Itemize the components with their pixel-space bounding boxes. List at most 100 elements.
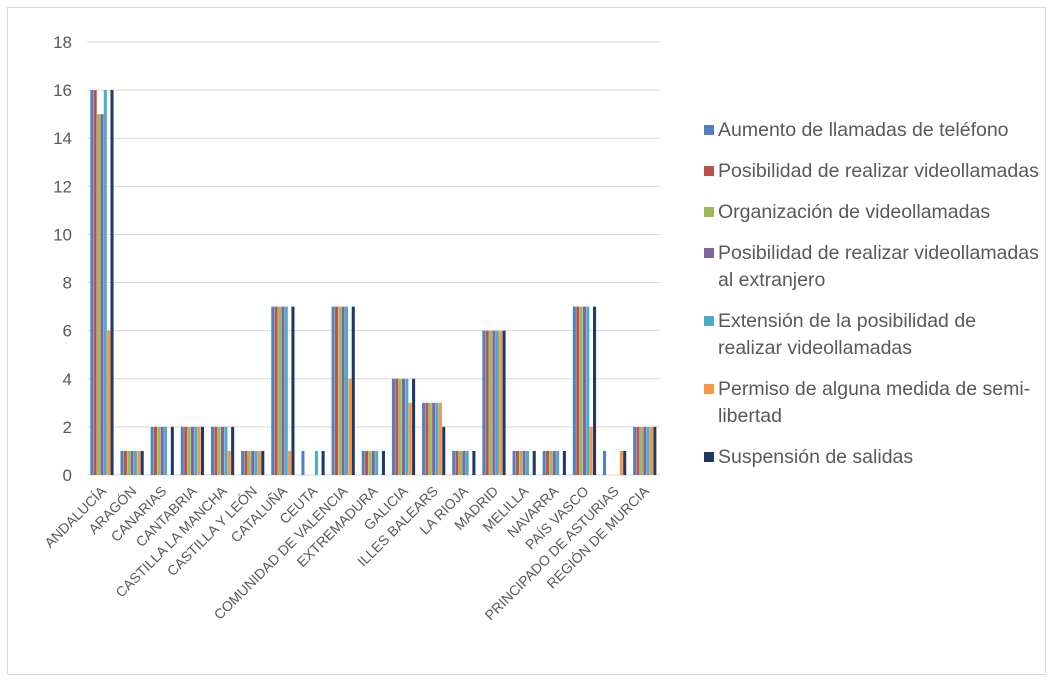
- bar: [492, 330, 496, 475]
- bar: [345, 306, 349, 475]
- bar: [525, 450, 530, 475]
- bar: [288, 450, 292, 475]
- legend-item: Extensión de la posibilidad de realizar …: [704, 308, 1044, 362]
- bar: [458, 450, 462, 475]
- bar: [375, 450, 379, 475]
- bar: [274, 306, 278, 475]
- bar: [395, 378, 399, 475]
- legend-swatch: [704, 166, 714, 176]
- bar: [227, 450, 231, 475]
- bar: [472, 450, 476, 475]
- bar: [190, 426, 194, 475]
- bar: [589, 426, 593, 475]
- bar: [107, 330, 111, 475]
- bar: [495, 330, 499, 475]
- bar: [291, 306, 295, 475]
- bar: [140, 450, 144, 475]
- bar: [649, 426, 654, 475]
- legend-label: Permiso de alguna medida de semi-liberta…: [718, 378, 1031, 427]
- bar: [271, 306, 275, 475]
- bar: [512, 450, 516, 475]
- legend-label: Aumento de llamadas de teléfono: [718, 119, 1009, 141]
- bar: [365, 450, 369, 475]
- bar: [157, 426, 161, 475]
- bar: [639, 426, 643, 475]
- bar: [194, 426, 198, 475]
- bar: [170, 426, 174, 475]
- bar: [321, 450, 325, 475]
- bar: [244, 450, 248, 475]
- bar: [137, 450, 141, 475]
- bar: [499, 330, 503, 475]
- bar: [519, 450, 523, 475]
- bar: [636, 426, 640, 475]
- bar: [281, 306, 285, 475]
- bar: [210, 426, 215, 475]
- legend-item: Permiso de alguna medida de semi-liberta…: [704, 376, 1044, 430]
- y-tick-label: 0: [63, 466, 72, 485]
- bar: [261, 450, 265, 475]
- bar: [408, 402, 412, 475]
- bar: [576, 306, 580, 475]
- bar: [579, 306, 583, 475]
- bar: [532, 450, 536, 475]
- bar: [455, 450, 459, 475]
- bar: [432, 402, 436, 475]
- y-tick-label: 12: [53, 177, 72, 196]
- legend-swatch: [704, 384, 714, 394]
- bar: [619, 450, 623, 475]
- bar: [401, 378, 406, 475]
- y-tick-label: 6: [63, 322, 72, 341]
- bar: [522, 450, 526, 475]
- bar: [422, 402, 426, 475]
- bar: [552, 450, 556, 475]
- bar: [623, 450, 627, 475]
- bar: [133, 450, 137, 475]
- bar: [130, 450, 134, 475]
- bar: [391, 378, 395, 475]
- legend-swatch: [704, 125, 714, 135]
- bar: [217, 426, 221, 475]
- bar: [515, 450, 519, 475]
- bar: [489, 330, 493, 475]
- bar: [153, 426, 158, 475]
- bar: [462, 450, 466, 475]
- legend-label: Posibilidad de realizar videollamadas: [718, 160, 1039, 182]
- x-axis-ticks: ANDALUCÍAARAGÓNCANARIASCANTABRIACASTILLA…: [41, 482, 652, 623]
- bar: [643, 426, 647, 475]
- bar: [425, 402, 429, 475]
- bar: [542, 450, 546, 475]
- legend-label: Extensión de la posibilidad de realizar …: [718, 310, 977, 359]
- bar: [485, 330, 489, 475]
- bar: [187, 426, 191, 475]
- y-tick-label: 16: [53, 81, 72, 100]
- bar: [257, 450, 261, 475]
- y-tick-label: 14: [53, 129, 72, 148]
- bar: [371, 450, 375, 475]
- legend-swatch: [704, 316, 714, 326]
- bar: [546, 450, 550, 475]
- bar: [572, 306, 576, 475]
- bar: [442, 426, 446, 475]
- bar: [405, 378, 409, 475]
- legend-swatch: [704, 207, 714, 217]
- bar: [368, 450, 372, 475]
- bar: [110, 90, 114, 476]
- chart-frame: [7, 7, 1046, 675]
- bar: [127, 450, 131, 475]
- bar: [301, 450, 305, 475]
- bar: [428, 402, 432, 475]
- y-tick-label: 18: [53, 33, 72, 52]
- bar: [435, 402, 439, 475]
- bar: [412, 378, 416, 475]
- bar: [633, 426, 637, 475]
- bar: [254, 450, 258, 475]
- bar: [338, 306, 342, 475]
- legend-item: Aumento de llamadas de teléfono: [704, 117, 1044, 144]
- bar: [164, 426, 168, 475]
- y-axis-ticks: 0 2 4 6 8 10 12 14 16 18: [53, 33, 72, 485]
- bar: [277, 306, 282, 475]
- bar: [361, 450, 365, 475]
- bar: [93, 90, 97, 476]
